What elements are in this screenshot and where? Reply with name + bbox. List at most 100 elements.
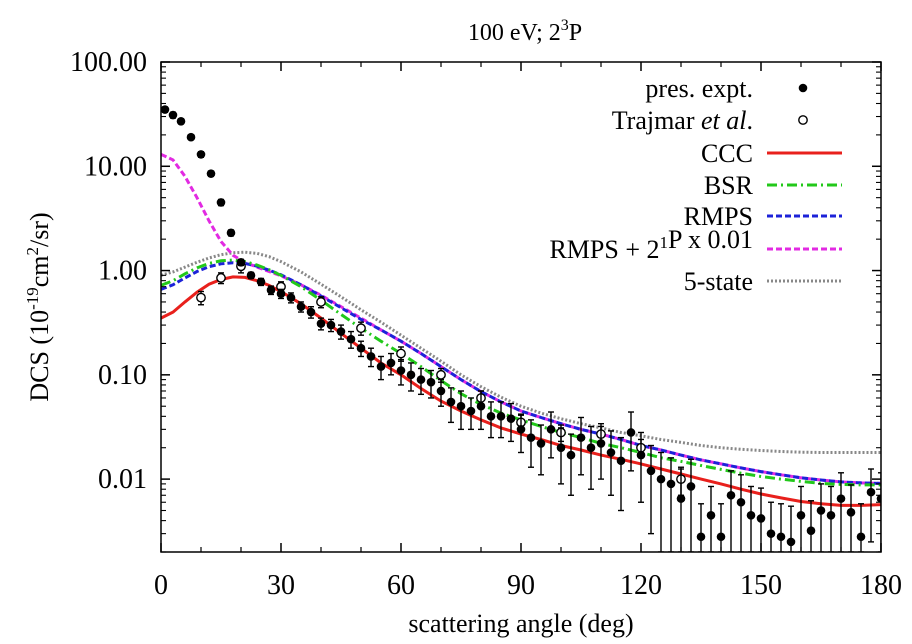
- legend-entry-five: 5-state: [684, 267, 842, 296]
- data-point-pres: [256, 277, 266, 287]
- legend-marker: [798, 83, 808, 93]
- data-point-pres: [666, 479, 676, 489]
- legend-label: RMPS + 21P x 0.01: [549, 225, 753, 264]
- data-point-pres: [626, 428, 636, 437]
- data-point-pres: [716, 532, 726, 542]
- plot-clip-group: [161, 105, 881, 552]
- data-point-trajmar: [216, 273, 226, 283]
- data-point-pres: [446, 397, 456, 407]
- data-point-pres: [336, 327, 346, 336]
- data-point-pres: [556, 443, 566, 453]
- data-point-pres: [676, 494, 686, 503]
- x-tick-label: 0: [154, 570, 168, 601]
- data-point-pres: [266, 285, 276, 295]
- data-point-trajmar: [396, 348, 406, 359]
- y-tick-label: 0.10: [98, 360, 147, 391]
- data-point-pres: [746, 510, 756, 520]
- data-point-pres: [856, 532, 866, 542]
- series-line-ccc: [161, 275, 881, 507]
- data-point-pres: [506, 414, 516, 423]
- data-point-pres: [566, 450, 576, 460]
- data-point-pres: [306, 307, 316, 317]
- data-point-pres: [876, 494, 881, 503]
- y-tick-label: 0.01: [98, 464, 147, 495]
- data-point-pres: [606, 448, 616, 457]
- legend-label: RMPS: [684, 202, 753, 231]
- axes: 0 30 60 90 120 150 180 0.01 0.10 1.00 10.00 100.00: [70, 47, 902, 601]
- data-point-pres: [196, 150, 206, 159]
- x-tick-label: 120: [620, 570, 662, 601]
- data-point-pres: [776, 532, 786, 542]
- data-point-pres: [616, 456, 626, 466]
- data-point-pres: [596, 439, 606, 448]
- data-point-trajmar: [196, 292, 206, 303]
- data-point-pres: [286, 293, 296, 302]
- legend-entry-pres: pres. expt.: [645, 74, 808, 103]
- data-point-pres: [636, 450, 646, 460]
- data-point-pres: [806, 526, 816, 536]
- data-point-pres: [826, 510, 836, 520]
- legend-marker: [798, 115, 808, 125]
- data-point-pres: [296, 302, 306, 312]
- data-point-pres: [386, 358, 396, 368]
- legend-label: BSR: [704, 171, 754, 200]
- data-point-pres: [426, 377, 436, 387]
- legend: pres. expt. Trajmar et al. CCC BSRRMPSRMPS …: [549, 74, 842, 296]
- data-point-pres: [416, 375, 426, 384]
- x-axis-label: scattering angle (deg): [408, 609, 633, 638]
- legend-label: Trajmar et al.: [612, 106, 753, 135]
- data-point-pres: [576, 433, 586, 442]
- data-point-pres: [796, 510, 806, 520]
- data-point-pres: [216, 198, 226, 207]
- data-point-trajmar: [356, 323, 366, 334]
- data-point-pres: [726, 490, 736, 500]
- data-point-pres: [316, 319, 326, 328]
- data-point-trajmar: [316, 297, 326, 307]
- data-point-pres: [186, 132, 196, 142]
- legend-entry-rmps: RMPS: [684, 202, 842, 231]
- data-point-pres: [236, 257, 246, 267]
- data-point-pres: [476, 401, 486, 411]
- data-point-pres: [376, 362, 386, 371]
- data-point-pres: [276, 289, 286, 298]
- data-point-pres: [836, 494, 846, 503]
- data-point-pres: [346, 334, 356, 344]
- data-point-pres: [536, 439, 546, 448]
- plot-area: [161, 105, 881, 552]
- data-point-pres: [396, 366, 406, 375]
- legend-label: 5-state: [684, 267, 753, 296]
- data-point-pres: [656, 474, 666, 484]
- legend-entry-bsr: BSR: [704, 171, 842, 200]
- data-point-pres: [366, 352, 376, 361]
- legend-label: pres. expt.: [645, 74, 753, 103]
- data-point-pres: [786, 537, 796, 547]
- series-line-five: [161, 250, 881, 454]
- data-point-pres: [696, 532, 706, 542]
- y-axis-label: DCS (10-19cm2/sr): [23, 212, 54, 401]
- data-point-pres: [586, 443, 596, 453]
- data-point-pres: [486, 412, 496, 421]
- legend-entry-rmps2: RMPS + 21P x 0.01: [549, 225, 842, 264]
- data-point-pres: [226, 228, 236, 238]
- data-point-pres: [496, 412, 506, 421]
- data-point-pres: [866, 487, 876, 497]
- x-tick-label: 90: [507, 570, 535, 601]
- data-point-pres: [206, 169, 216, 178]
- data-point-pres: [436, 386, 446, 396]
- data-point-pres: [466, 406, 476, 416]
- data-point-pres: [646, 466, 656, 476]
- y-tick-label: 10.00: [84, 151, 147, 182]
- data-point-pres: [686, 482, 696, 491]
- data-point-pres: [326, 320, 336, 330]
- data-point-pres: [766, 529, 776, 538]
- data-point-pres: [246, 271, 256, 280]
- data-point-pres: [706, 510, 716, 520]
- data-point-trajmar: [436, 369, 446, 380]
- x-tick-label: 180: [860, 570, 902, 601]
- data-point-pres: [526, 433, 536, 442]
- data-point-pres: [546, 425, 556, 434]
- legend-label: CCC: [701, 139, 753, 168]
- legend-entry-ccc: CCC: [701, 139, 842, 168]
- y-tick-label: 100.00: [70, 47, 147, 78]
- data-point-pres: [736, 497, 746, 507]
